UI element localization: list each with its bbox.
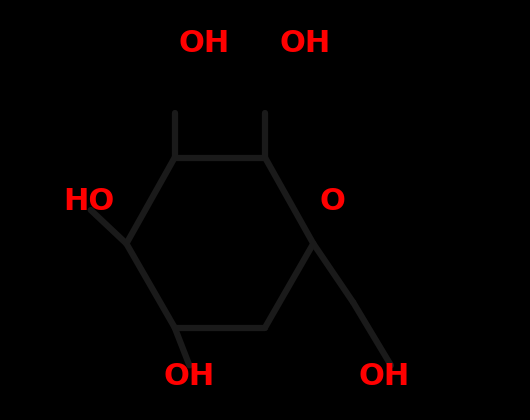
Text: HO: HO [64, 187, 114, 216]
Text: OH: OH [359, 362, 410, 391]
Text: OH: OH [279, 29, 331, 58]
Text: O: O [320, 187, 346, 216]
Text: OH: OH [179, 29, 229, 58]
Text: OH: OH [164, 362, 215, 391]
